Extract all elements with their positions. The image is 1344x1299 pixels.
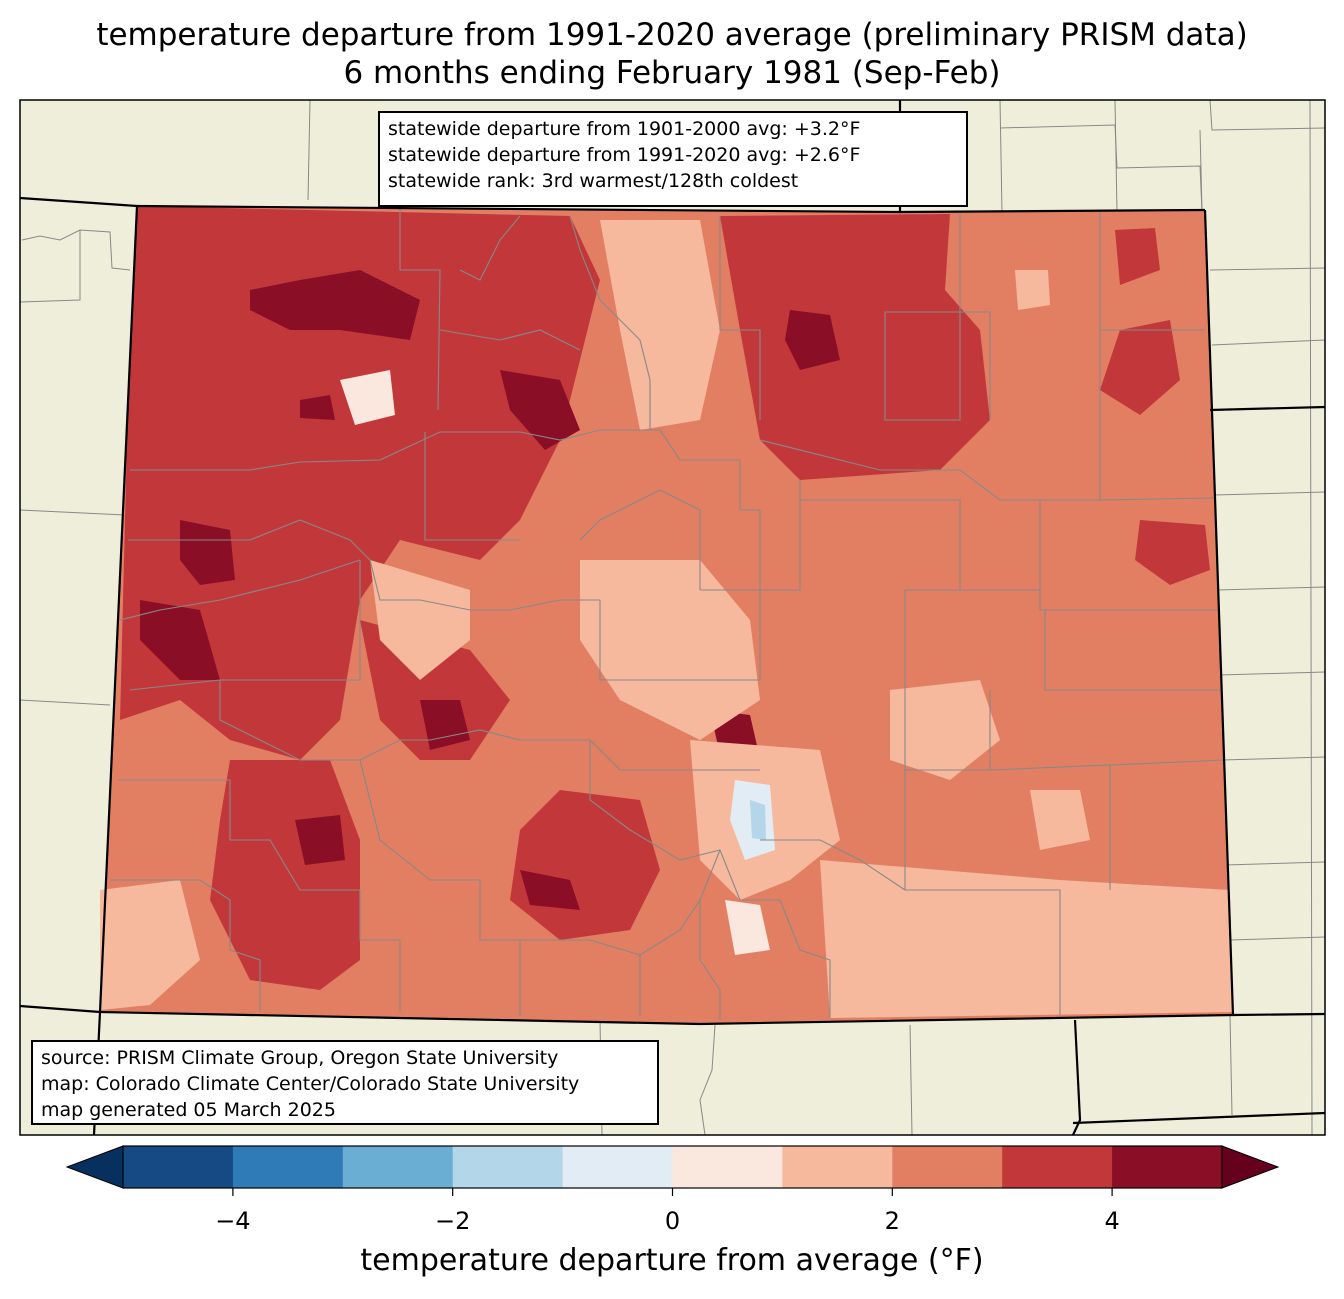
colorbar-bin-7 <box>892 1146 1003 1188</box>
colorbar-bin-1 <box>232 1146 344 1188</box>
mild-anomaly-central-west <box>370 560 470 680</box>
cool-anomaly-core <box>750 800 766 840</box>
colorbar-bin-5 <box>672 1146 783 1188</box>
colorbar-tick-label: 0 <box>664 1207 681 1235</box>
extreme-anomaly-core-west-2 <box>180 520 235 585</box>
northeast-warm-anomaly-region <box>720 214 990 480</box>
mild-anomaly-east-central <box>890 680 1000 780</box>
stats-departure-1991-2020: statewide departure from 1991-2020 avg: … <box>388 144 861 166</box>
mild-anomaly-baca <box>1030 790 1090 850</box>
neighbor-county-lines <box>19 99 1326 1136</box>
map-frame <box>19 99 1326 1136</box>
source-credits-box: source: PRISM Climate Group, Oregon Stat… <box>31 1040 659 1125</box>
colorbar-bin-0 <box>123 1146 234 1188</box>
source-map-credit: map: Colorado Climate Center/Colorado St… <box>41 1073 580 1095</box>
colorbar-tick-label: −2 <box>434 1207 471 1235</box>
map-title-line-1: temperature departure from 1991-2020 ave… <box>96 17 1248 53</box>
colorbar-bin-3 <box>452 1146 564 1188</box>
extreme-anomaly-core-northeast <box>785 310 840 370</box>
east-plains-warm-spot <box>1135 520 1210 585</box>
mild-anomaly-southwest-corner <box>100 880 200 1010</box>
colorbar-tick-marks <box>232 1188 1113 1196</box>
extreme-anomaly-core-northwest-2 <box>300 395 335 420</box>
colorbar-title: temperature departure from average (°F) <box>360 1243 984 1278</box>
extreme-anomaly-core-northwest <box>250 270 420 340</box>
colorbar-over-arrow <box>1221 1145 1280 1189</box>
colorbar-bin-6 <box>782 1146 893 1188</box>
colorbar-tick-label: 4 <box>1104 1207 1120 1235</box>
mild-anomaly-front-range-north <box>600 220 720 430</box>
colorbar-bins <box>123 1146 1223 1188</box>
source-prism: source: PRISM Climate Group, Oregon Stat… <box>41 1047 559 1069</box>
stats-departure-1901-2000: statewide departure from 1901-2000 avg: … <box>388 118 861 140</box>
source-generated-date: map generated 05 March 2025 <box>41 1099 336 1121</box>
mild-anomaly-southeast <box>820 860 1233 1018</box>
extreme-anomaly-core-central <box>420 700 470 750</box>
colorbar-tick-label: 2 <box>884 1207 900 1235</box>
mild-anomaly-northwest-spot <box>340 370 395 425</box>
mild-anomaly-upper-arkansas <box>580 560 760 740</box>
map-title-line-2: 6 months ending February 1981 (Sep-Feb) <box>343 55 1001 91</box>
colorbar-under-arrow <box>65 1145 124 1189</box>
colorbar-bin-4 <box>562 1146 673 1188</box>
colorbar-bin-9 <box>1112 1146 1223 1188</box>
statewide-stats-box: statewide departure from 1901-2000 avg: … <box>378 111 968 207</box>
west-warm-anomaly-region <box>120 206 600 760</box>
extreme-anomaly-core-west <box>140 600 220 680</box>
far-northeast-warm-spot <box>1115 228 1160 285</box>
colorbar-tick-label: −4 <box>215 1207 251 1235</box>
extreme-anomaly-core-north-park <box>500 370 580 450</box>
colorbar-bin-2 <box>342 1146 454 1188</box>
northeast-corner-warm-spot <box>1100 320 1180 415</box>
mild-anomaly-northeast-spot <box>1015 270 1050 310</box>
neutral-anomaly-spot-sangre <box>725 900 770 955</box>
colorado-county-lines <box>110 208 1226 1020</box>
extreme-anomaly-core-san-luis <box>520 870 580 910</box>
extreme-anomaly-core-southwest <box>295 815 345 865</box>
stats-rank: statewide rank: 3rd warmest/128th coldes… <box>388 170 799 192</box>
colorbar-bin-8 <box>1002 1146 1113 1188</box>
